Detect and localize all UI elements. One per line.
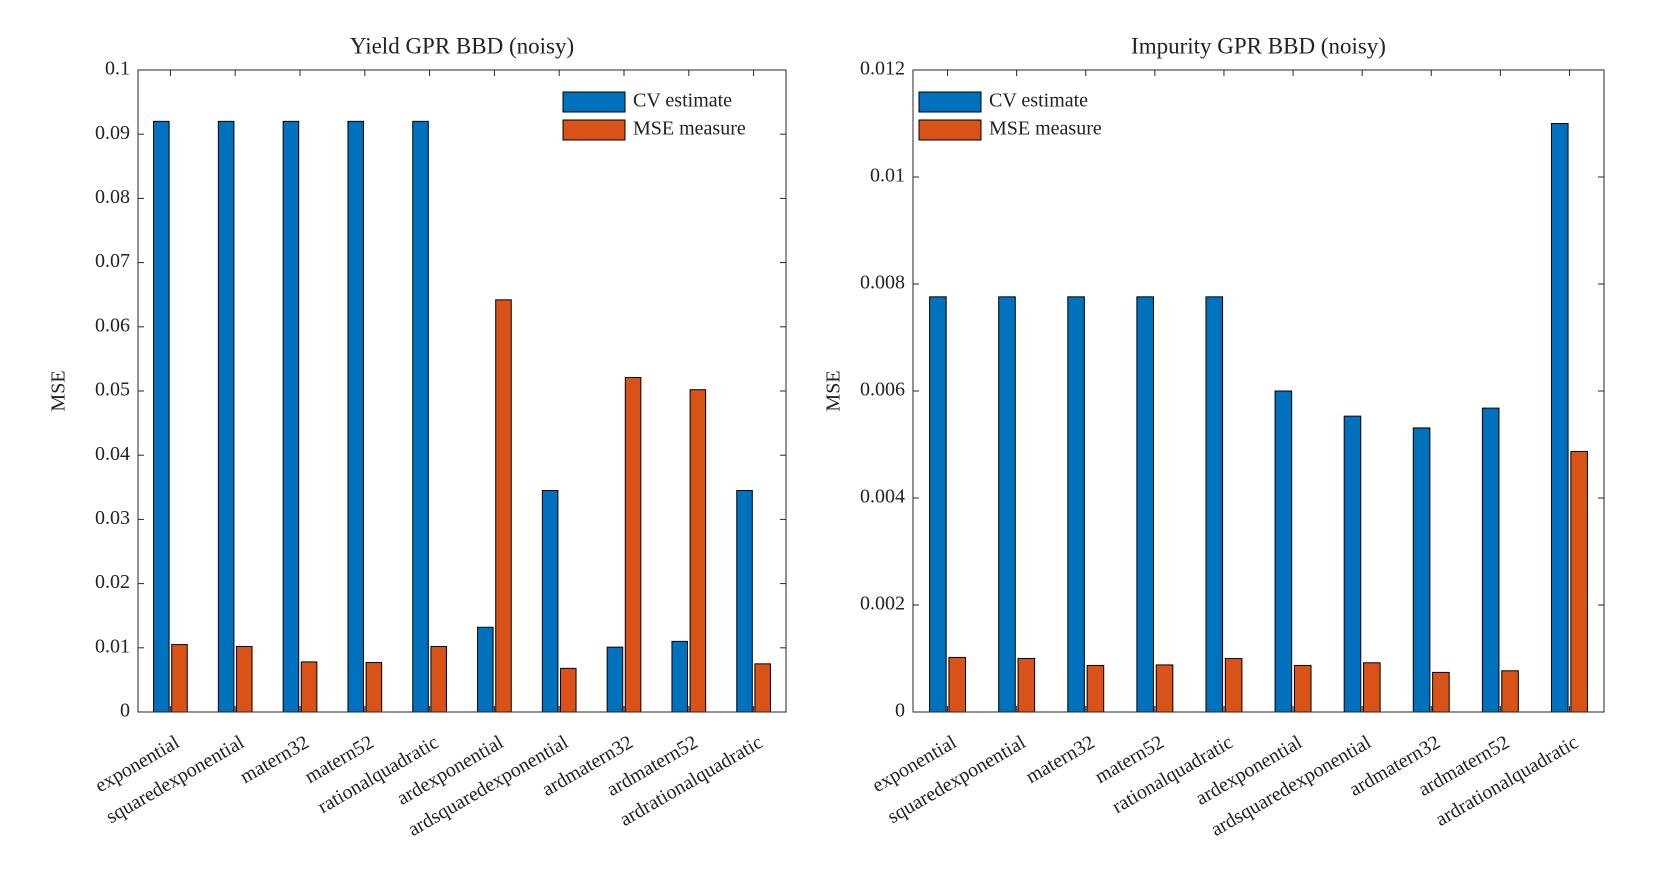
bar bbox=[948, 656, 967, 713]
legend-swatch bbox=[562, 119, 626, 141]
x-tick-label: rationalquadratic bbox=[1108, 731, 1236, 818]
bar bbox=[235, 646, 253, 713]
bar bbox=[754, 663, 771, 713]
bar bbox=[671, 640, 689, 713]
y-tick-label: 0.008 bbox=[860, 272, 905, 294]
chart-title: Yield GPR BBD (noisy) bbox=[350, 33, 574, 58]
bar bbox=[1343, 415, 1362, 713]
y-tick-label: 0.03 bbox=[95, 507, 130, 529]
y-tick-label: 0.01 bbox=[95, 635, 130, 657]
legend-swatch bbox=[918, 119, 982, 141]
legend-label: MSE measure bbox=[989, 118, 1102, 140]
y-tick-label: 0.006 bbox=[860, 379, 905, 401]
bar bbox=[541, 490, 559, 713]
chart-title: Impurity GPR BBD (noisy) bbox=[1131, 33, 1386, 58]
bar bbox=[736, 490, 753, 713]
x-tick-label: matern32 bbox=[1022, 731, 1098, 788]
y-tick-label: 0 bbox=[895, 700, 905, 722]
bar bbox=[1363, 662, 1381, 713]
bar bbox=[1412, 427, 1431, 713]
bar bbox=[430, 646, 447, 713]
bar bbox=[1136, 296, 1154, 713]
bar bbox=[365, 662, 383, 713]
bar bbox=[282, 120, 300, 713]
y-tick-label: 0.08 bbox=[95, 186, 130, 208]
plot-frame bbox=[137, 69, 787, 713]
y-tick-label: 0.07 bbox=[95, 250, 130, 272]
bar bbox=[1017, 658, 1036, 713]
y-tick-label: 0.012 bbox=[860, 58, 905, 80]
bar bbox=[1570, 450, 1588, 713]
y-tick-label: 0.004 bbox=[860, 486, 905, 508]
bar bbox=[606, 646, 624, 713]
legend-swatch bbox=[918, 91, 982, 113]
bar bbox=[1086, 664, 1105, 713]
y-tick-label: 0.09 bbox=[95, 122, 130, 144]
bar bbox=[171, 644, 188, 713]
y-tick-label: 0 bbox=[120, 700, 130, 722]
bar bbox=[1224, 658, 1243, 713]
y-tick-label: 0.1 bbox=[105, 58, 130, 80]
bar bbox=[998, 296, 1016, 713]
bar bbox=[1501, 670, 1519, 713]
y-tick-label: 0.002 bbox=[860, 593, 905, 615]
bar bbox=[412, 120, 429, 713]
bar bbox=[1481, 407, 1500, 713]
bar bbox=[929, 296, 947, 713]
y-axis-label: MSE bbox=[48, 370, 70, 411]
legend-label: MSE measure bbox=[633, 118, 746, 140]
bar bbox=[1274, 390, 1293, 713]
bar bbox=[689, 389, 707, 713]
bar bbox=[624, 377, 642, 713]
bar bbox=[495, 299, 512, 713]
bar bbox=[1067, 296, 1085, 713]
bar bbox=[300, 661, 318, 713]
y-tick-label: 0.05 bbox=[95, 379, 130, 401]
y-tick-label: 0.06 bbox=[95, 314, 130, 336]
bar bbox=[1293, 664, 1312, 713]
legend-label: CV estimate bbox=[989, 90, 1088, 112]
bar bbox=[347, 120, 365, 713]
y-axis-label: MSE bbox=[823, 370, 845, 411]
bar bbox=[1205, 296, 1224, 713]
y-tick-label: 0.02 bbox=[95, 571, 130, 593]
bar bbox=[1155, 664, 1174, 713]
legend-label: CV estimate bbox=[633, 90, 732, 112]
y-tick-label: 0.01 bbox=[870, 165, 905, 187]
bar bbox=[559, 667, 577, 713]
y-tick-label: 0.04 bbox=[95, 443, 130, 465]
legend-swatch bbox=[562, 91, 626, 113]
bar bbox=[1550, 123, 1569, 713]
bar bbox=[477, 626, 494, 713]
bar bbox=[1432, 671, 1450, 713]
bar bbox=[153, 120, 170, 713]
x-tick-label: matern32 bbox=[236, 731, 312, 788]
bar bbox=[217, 120, 235, 713]
plot-frame bbox=[912, 69, 1605, 713]
